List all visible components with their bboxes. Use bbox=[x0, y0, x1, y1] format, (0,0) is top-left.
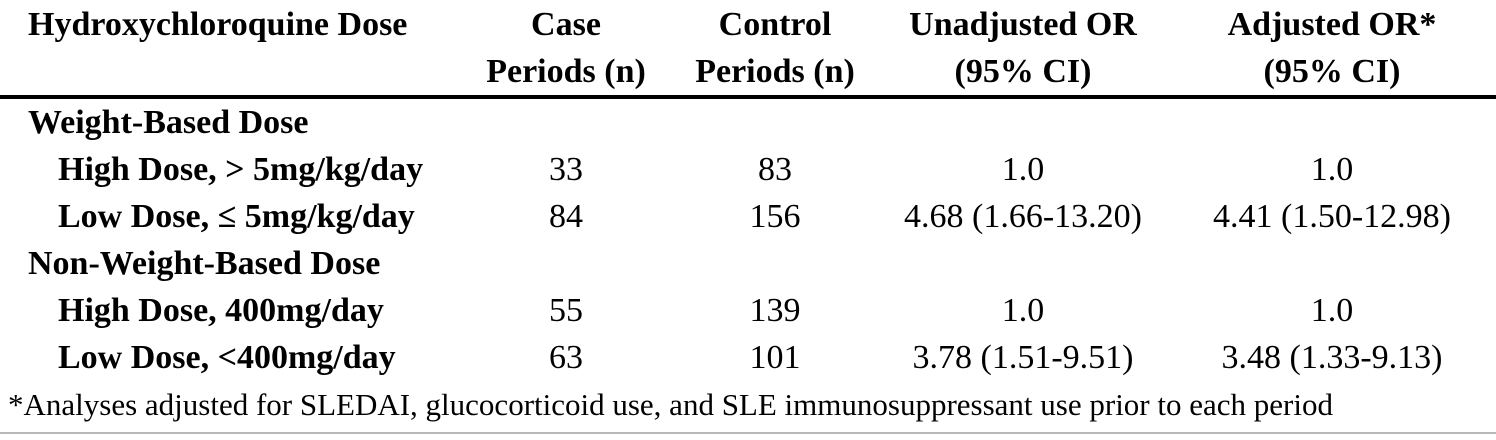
cell-adjusted-or: 3.48 (1.33-9.13) bbox=[1221, 339, 1443, 376]
table-row-high-dose-weight: High Dose, > 5mg/kg/day 33 83 1.0 1.0 bbox=[0, 146, 1496, 193]
cell-control-periods: 101 bbox=[749, 339, 801, 376]
row-label: Low Dose, ≤ 5mg/kg/day bbox=[58, 198, 415, 235]
column-header-dose-line1: Hydroxychloroquine Dose bbox=[28, 6, 408, 43]
bottom-divider bbox=[0, 432, 1496, 434]
cell-control-periods: 83 bbox=[758, 151, 792, 188]
cell-adjusted-or bbox=[1168, 97, 1496, 146]
cell-case-periods: 84 bbox=[549, 198, 583, 235]
row-label: High Dose, 400mg/day bbox=[58, 292, 384, 329]
table-row-low-dose-nonweight: Low Dose, <400mg/day 63 101 3.78 (1.51-9… bbox=[0, 334, 1496, 381]
cell-case-periods bbox=[460, 240, 672, 287]
cell-adjusted-or: 1.0 bbox=[1310, 292, 1354, 329]
cell-unadjusted-or: 1.0 bbox=[1001, 292, 1045, 329]
row-label: Weight-Based Dose bbox=[28, 104, 309, 141]
cell-case-periods: 33 bbox=[549, 151, 583, 188]
table-row-low-dose-weight: Low Dose, ≤ 5mg/kg/day 84 156 4.68 (1.66… bbox=[0, 193, 1496, 240]
cell-case-periods bbox=[460, 97, 672, 146]
column-header-case-line1: Case bbox=[531, 6, 601, 43]
cell-case-periods: 55 bbox=[549, 292, 583, 329]
cell-unadjusted-or: 4.68 (1.66-13.20) bbox=[904, 198, 1142, 235]
column-header-adjusted-line1: Adjusted OR* bbox=[1227, 6, 1437, 43]
row-label: Non-Weight-Based Dose bbox=[28, 245, 381, 282]
cell-unadjusted-or bbox=[878, 97, 1168, 146]
column-header-unadjusted-or: Unadjusted OR (95% CI) bbox=[878, 0, 1168, 97]
cell-control-periods bbox=[672, 240, 878, 287]
column-header-control-line2: Periods (n) bbox=[695, 53, 855, 90]
table-row-high-dose-nonweight: High Dose, 400mg/day 55 139 1.0 1.0 bbox=[0, 287, 1496, 334]
column-header-control-periods: Control Periods (n) bbox=[672, 0, 878, 97]
column-header-control-line1: Control bbox=[718, 6, 832, 43]
table-row-non-weight-based-section: Non-Weight-Based Dose bbox=[0, 240, 1496, 287]
cell-unadjusted-or: 1.0 bbox=[1001, 151, 1045, 188]
cell-adjusted-or: 1.0 bbox=[1310, 151, 1354, 188]
cell-control-periods: 156 bbox=[749, 198, 801, 235]
table-footnote: *Analyses adjusted for SLEDAI, glucocort… bbox=[8, 387, 1333, 422]
column-header-adjusted-line2: (95% CI) bbox=[1263, 53, 1401, 90]
column-header-unadjusted-line2: (95% CI) bbox=[954, 53, 1092, 90]
header-row: Hydroxychloroquine Dose Case Periods (n)… bbox=[0, 0, 1496, 97]
cell-control-periods bbox=[672, 97, 878, 146]
column-header-case-periods: Case Periods (n) bbox=[460, 0, 672, 97]
row-label: High Dose, > 5mg/kg/day bbox=[58, 151, 424, 188]
cell-adjusted-or: 4.41 (1.50-12.98) bbox=[1213, 198, 1451, 235]
hydroxychloroquine-dose-table: Hydroxychloroquine Dose Case Periods (n)… bbox=[0, 0, 1496, 381]
column-header-unadjusted-line1: Unadjusted OR bbox=[909, 6, 1137, 43]
cell-case-periods: 63 bbox=[549, 339, 583, 376]
table-row-weight-based-section: Weight-Based Dose bbox=[0, 97, 1496, 146]
cell-adjusted-or bbox=[1168, 240, 1496, 287]
cell-control-periods: 139 bbox=[749, 292, 801, 329]
column-header-case-line2: Periods (n) bbox=[486, 53, 646, 90]
column-header-dose: Hydroxychloroquine Dose bbox=[0, 0, 460, 97]
row-label: Low Dose, <400mg/day bbox=[58, 339, 396, 376]
column-header-dose-line2 bbox=[28, 48, 460, 95]
column-header-adjusted-or: Adjusted OR* (95% CI) bbox=[1168, 0, 1496, 97]
cell-unadjusted-or: 3.78 (1.51-9.51) bbox=[912, 339, 1134, 376]
cell-unadjusted-or bbox=[878, 240, 1168, 287]
